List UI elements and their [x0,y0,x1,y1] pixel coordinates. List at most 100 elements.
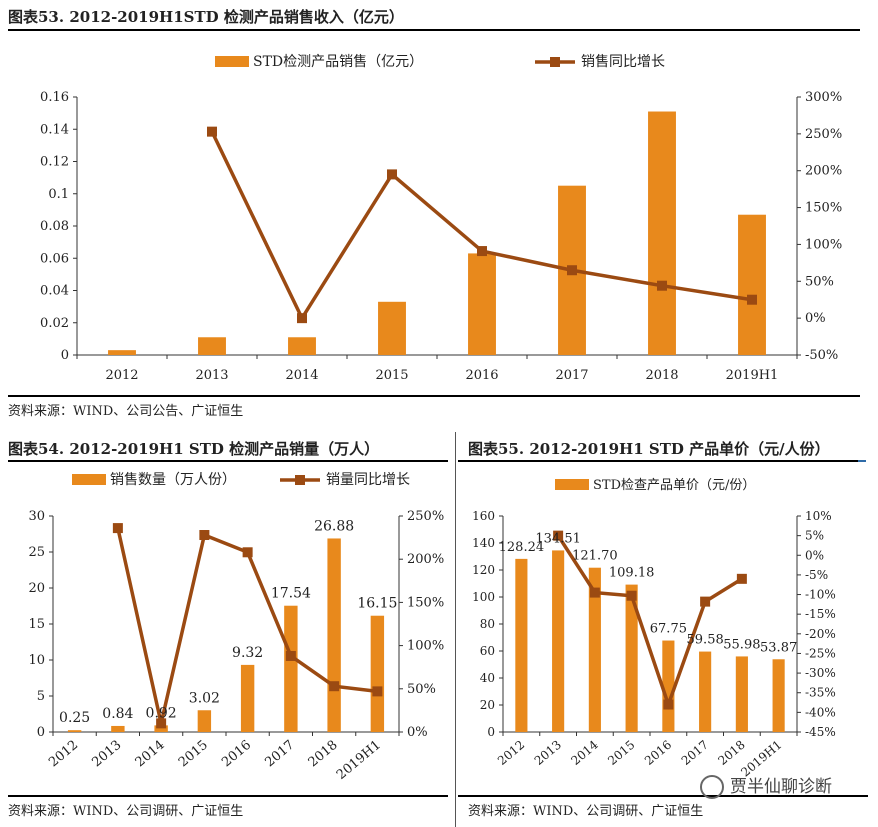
fig55-bar-label: 55.98 [723,637,760,652]
fig53-growth-point [297,313,307,324]
fig55-title-rule-accent [858,460,866,462]
fig54-x-tick-label: 2019H1 [334,738,384,783]
fig53-bottom-rule [8,395,860,397]
fig54-right-tick-label: 150% [407,595,444,610]
fig53-left-tick-label: 0.08 [40,219,69,234]
fig55-right-tick-label: 0% [805,548,824,562]
fig55-right-tick-label: -35% [805,686,836,700]
fig54-bar-label: 0.25 [59,710,90,726]
fig53-left-tick-label: 0.06 [40,251,69,266]
fig54-right-tick-label: 50% [407,682,436,697]
fig54-left-tick-label: 20 [28,581,45,596]
fig54-bar-label: 0.92 [146,705,177,721]
fig54-left-tick-label: 15 [28,617,45,632]
fig54-growth-point [372,686,383,697]
fig53-right-tick-label: 200% [805,164,842,179]
fig54-bar-label: 0.84 [102,706,133,722]
fig55-x-tick-label: 2019H1 [738,738,784,780]
fig55-right-tick-label: -10% [805,588,836,602]
fig53-right-tick-label: 0% [805,311,826,326]
fig55-growth-line [556,534,743,710]
fig53-legend-line-marker [550,57,560,67]
fig53-right-tick-label: 100% [805,237,842,252]
fig55-x-tick-label: 2017 [679,738,711,768]
fig54-left-tick-label: 25 [28,545,45,560]
fig54-source: 资料来源：WIND、公司调研、广证恒生 [8,804,244,819]
fig55-bar [699,651,712,732]
fig54-right-tick-label: 0% [407,725,428,740]
panel-divider [455,432,456,827]
fig55-source: 资料来源：WIND、公司调研、广证恒生 [468,804,704,819]
fig54-bottom-rule [8,795,448,797]
fig55-bar-label: 53.87 [760,640,797,655]
fig53-x-tick-label: 2017 [555,368,588,383]
fig55-right-tick-label: -45% [805,725,836,739]
fig53-right-tick-label: 300% [805,90,842,105]
fig53-growth-point [387,169,397,180]
fig55-growth-point [700,596,711,607]
fig53-x-tick-label: 2018 [645,368,678,383]
fig54-right-tick-label: 250% [407,509,444,524]
fig55-bar [662,640,675,732]
fig54-bar [370,615,385,732]
fig53-growth-point [567,265,577,276]
fig53-legend-bar-swatch [215,56,249,67]
fig54-bar [111,725,125,732]
fig55-left-tick-label: 140 [472,536,495,550]
fig55-x-tick-label: 2018 [715,738,747,768]
fig53-bar [198,337,226,355]
fig54-legend-line-label: 销量同比增长 [326,472,410,488]
fig55-right-tick-label: -40% [805,705,836,719]
fig54-title: 图表54. 2012-2019H1 STD 检测产品销量（万人） [8,440,380,458]
fig55-right-tick-label: 5% [805,529,824,543]
fig54-x-tick-label: 2016 [219,738,254,771]
fig53-bar [288,337,316,355]
watermark-text: 贾半仙聊诊断 [730,777,832,797]
fig54-x-tick-label: 2015 [176,738,211,771]
fig55-bar [735,656,748,732]
fig55-title: 图表55. 2012-2019H1 STD 产品单价（元/人份） [468,440,830,458]
fig54-right-tick-label: 100% [407,639,444,654]
fig54-bar-label: 3.02 [189,690,220,706]
fig55-x-tick-label: 2014 [568,737,601,768]
fig54-bar [327,538,341,732]
fig55-bottom-rule [458,795,868,797]
fig54-growth-point [242,547,253,558]
fig53-left-tick-label: 0.14 [40,122,69,137]
fig55-bar-label: 59.58 [687,633,724,648]
fig55-legend-bar-swatch [555,479,589,490]
fig55-right-tick-label: -30% [805,666,836,680]
fig53-left-tick-label: 0 [61,348,69,363]
fig54-left-tick-label: 5 [37,689,45,704]
fig53-bar [468,253,496,355]
fig53-left-tick-label: 0.16 [40,90,69,105]
fig54-bar-label: 17.54 [271,586,311,602]
fig53-x-tick-label: 2019H1 [726,368,779,383]
fig53-left-tick-label: 0.02 [40,316,69,331]
fig54-bar [154,725,168,732]
fig55-growth-point [626,590,637,601]
fig53-x-tick-label: 2016 [465,368,498,383]
fig54-x-tick-label: 2012 [46,738,81,771]
fig55-left-tick-label: 40 [480,671,495,685]
fig54-left-tick-label: 10 [28,653,45,668]
fig53-right-tick-label: 50% [805,274,834,289]
fig53-growth-point [747,294,757,305]
fig54-right-tick-label: 200% [407,552,444,567]
fig54-growth-point [199,530,210,541]
fig55-left-tick-label: 120 [472,563,495,577]
fig53-source: 资料来源：WIND、公司公告、广证恒生 [8,404,244,419]
wechat-icon [700,775,724,799]
fig54-x-tick-label: 2018 [306,738,341,771]
fig55-bar [588,567,601,732]
fig55-growth-point [663,699,674,710]
fig54-bar [284,605,298,732]
fig55-left-tick-label: 100 [472,590,495,604]
fig55-left-tick-label: 0 [487,725,495,739]
fig54-left-tick-label: 30 [28,509,45,524]
fig53-x-tick-label: 2015 [375,368,408,383]
fig53-right-tick-label: 250% [805,127,842,142]
fig53-bar [738,214,766,355]
fig54-bar [67,730,82,732]
fig55-bar [625,584,638,732]
